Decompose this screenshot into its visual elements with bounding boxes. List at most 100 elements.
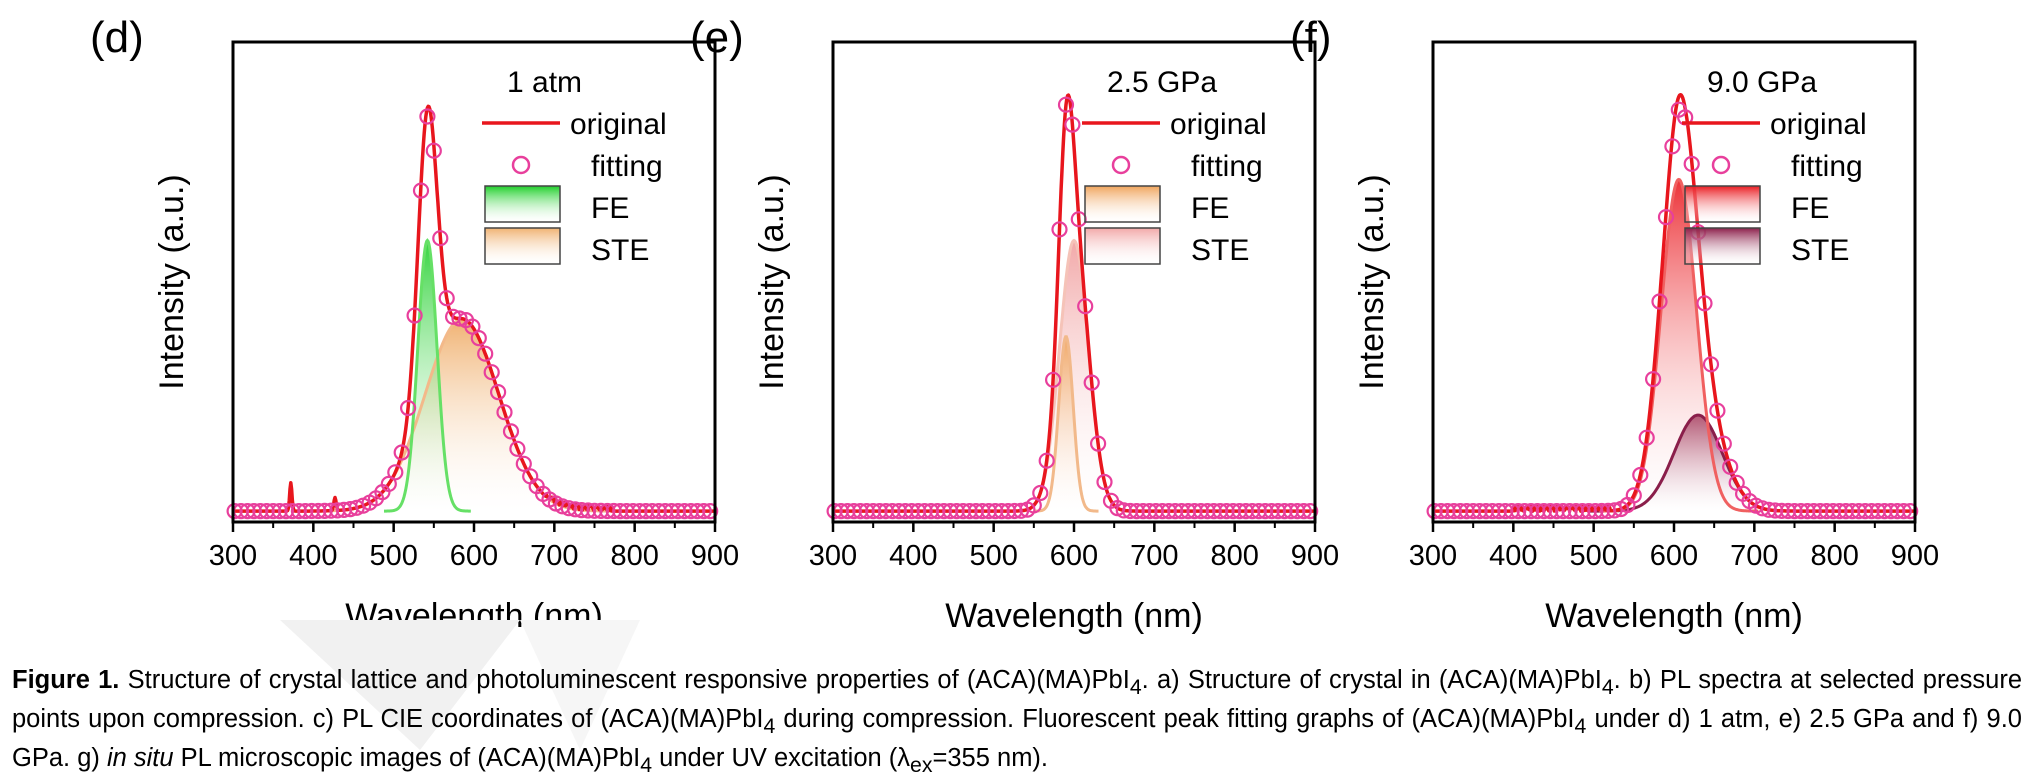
figure-caption: Figure 1. Structure of crystal lattice a… [12, 664, 2022, 781]
fitting-point [1567, 503, 1585, 520]
legend-original-label: original [1170, 108, 1267, 141]
fitting-point [412, 182, 430, 199]
watermark-shape [280, 620, 640, 750]
caption-sub-3: 4 [763, 714, 776, 739]
legend: 1 atm original fitting FE STE [482, 66, 667, 267]
x-tick-label: 600 [1650, 540, 1698, 572]
fitting-point [284, 503, 301, 520]
fitting-point [387, 464, 404, 481]
legend-fe-swatch [1684, 185, 1761, 223]
x-tick-label: 500 [1569, 540, 1617, 572]
x-axis: 300 400 500 600 700 800 900 [1409, 522, 1939, 572]
fitting-point [1032, 484, 1049, 502]
fitting-point [502, 423, 520, 440]
fe-line [384, 238, 471, 513]
x-axis-title: Wavelength (nm) [1545, 597, 1803, 635]
fitting-point [1651, 293, 1668, 310]
caption-text-4: during compression. Fluorescent peak fit… [775, 705, 1575, 734]
fitting-point [1179, 503, 1197, 520]
fitting-point [1824, 503, 1842, 520]
fitting-point [1302, 503, 1319, 520]
fitting-point [425, 142, 442, 159]
fitting-point [599, 502, 616, 520]
caption-italic: in situ [106, 744, 174, 773]
fitting-point [1276, 503, 1293, 520]
caption-sub-2: 4 [1601, 675, 1614, 700]
fitting-point [1224, 503, 1242, 520]
y-axis-title: Intensity (a.u.) [153, 174, 191, 389]
caption-text-7: under UV excitation (λ [652, 744, 911, 773]
fitting-point [1632, 466, 1649, 484]
fitting-point [1439, 503, 1456, 520]
fitting-point [1644, 371, 1662, 388]
fitting-point [1289, 503, 1306, 520]
fitting-point [650, 503, 667, 520]
ste-area [295, 319, 629, 512]
x-tick-label: 900 [1291, 540, 1339, 572]
fitting-point [1831, 503, 1848, 520]
fitting-point [490, 384, 507, 401]
fitting-point [258, 503, 275, 520]
ste-area [1008, 240, 1140, 512]
fitting-point [845, 503, 863, 520]
legend-condition: 1 atm [507, 66, 582, 99]
fitting-point [682, 503, 700, 520]
fitting-point [1561, 503, 1578, 520]
fitting-point [1051, 221, 1068, 238]
legend-fe-label: FE [591, 192, 629, 225]
legend-fe-swatch [1084, 185, 1161, 223]
legend-fe-swatch [484, 185, 561, 223]
legend-fitting-swatch [1111, 155, 1131, 175]
fitting-point [903, 503, 920, 520]
fitting-point [316, 502, 333, 519]
fe-line [1033, 335, 1099, 513]
legend-fitting-swatch [511, 155, 531, 175]
fitting-point [1895, 503, 1912, 520]
caption-sub-6: ex [910, 753, 933, 778]
fitting-point [1664, 138, 1681, 155]
fitting-point [451, 310, 468, 327]
legend-condition: 9.0 GPa [1707, 66, 1817, 99]
fe-area [1599, 179, 1759, 512]
x-tick-label: 800 [1810, 540, 1858, 572]
fitting-point [1844, 503, 1861, 520]
fitting-point [1799, 503, 1816, 520]
fe-area [384, 240, 471, 512]
fitting-point [1025, 497, 1042, 514]
fitting-point [890, 503, 908, 520]
legend-original-label: original [1770, 108, 1867, 141]
fitting-point [1715, 435, 1732, 452]
fitting-point [1257, 503, 1274, 520]
legend-original-label: original [570, 108, 667, 141]
fitting-point [1452, 503, 1469, 520]
fitting-point [1902, 503, 1919, 520]
legend: 9.0 GPa original fitting FE STE [1682, 66, 1867, 267]
fitting-point [612, 503, 629, 520]
fitting-point [1134, 503, 1152, 520]
fitting-point [637, 503, 655, 520]
x-tick-label: 600 [1050, 540, 1098, 572]
fitting-point [239, 503, 256, 520]
fitting-point [974, 503, 991, 520]
fitting-point [1044, 371, 1062, 388]
x-axis: 300 400 500 600 700 800 900 [209, 522, 739, 572]
fitting-point [839, 503, 856, 520]
x-tick-label: 400 [289, 540, 337, 572]
caption-text-3: . b) PL spectra at selected pressure poi… [12, 666, 2023, 734]
fitting-point [935, 503, 953, 520]
fitting-point [1709, 402, 1726, 419]
fitting-markers [226, 108, 719, 520]
legend-condition: 2.5 GPa [1107, 66, 1217, 99]
fitting-point [1542, 503, 1559, 520]
fitting-point [929, 503, 946, 520]
fitting-point [961, 503, 978, 520]
fitting-point [1696, 295, 1713, 312]
caption-sub-1: 4 [1129, 675, 1142, 700]
fitting-point [1057, 96, 1075, 113]
figure-panels: 300 400 500 600 700 800 900 Wavelength (nm) Inte… [90, 13, 1939, 635]
fitting-point [865, 503, 882, 520]
fitting-point [605, 502, 622, 520]
legend-ste-swatch [484, 227, 561, 265]
fitting-point [1038, 452, 1055, 469]
fitting-point [1160, 503, 1177, 520]
